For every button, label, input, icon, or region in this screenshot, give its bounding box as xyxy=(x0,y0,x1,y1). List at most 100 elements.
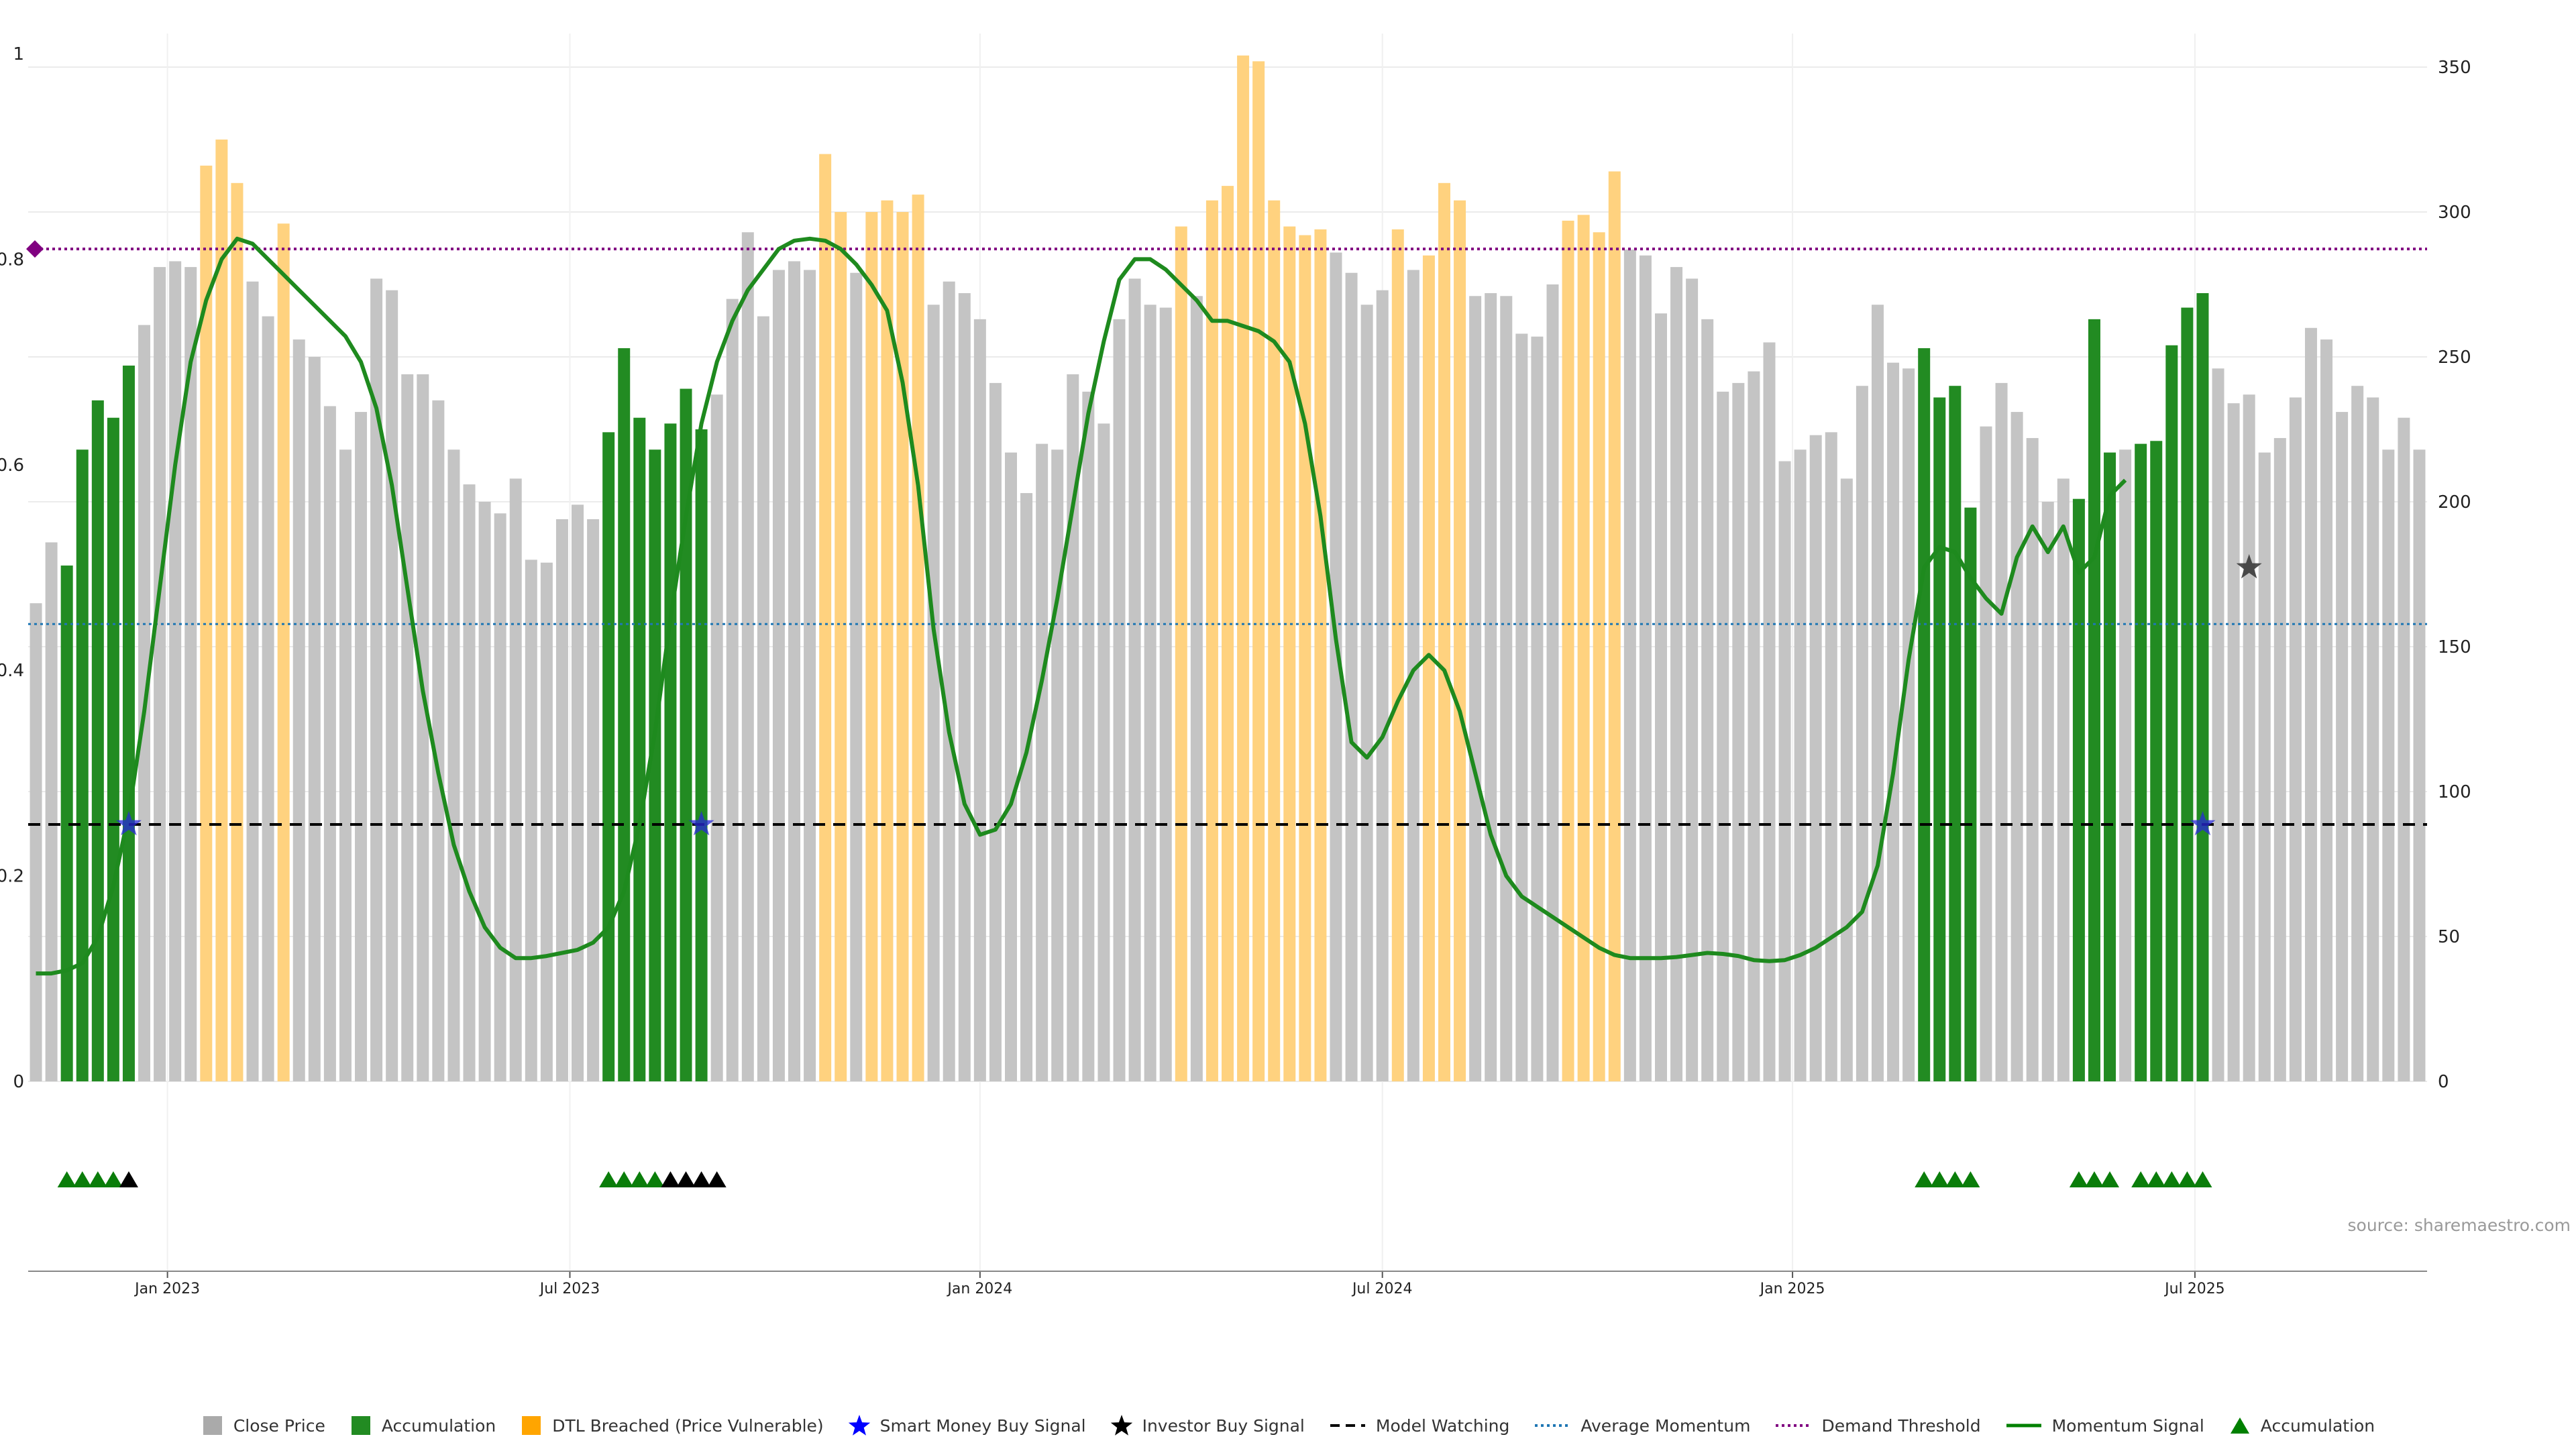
price-bar xyxy=(1438,182,1450,1081)
legend-label: Average Momentum xyxy=(1580,1415,1751,1436)
price-bar xyxy=(91,400,104,1081)
left-tick-label: 0.4 xyxy=(0,661,24,681)
legend-star-icon xyxy=(848,1415,870,1436)
price-bar xyxy=(1237,55,1250,1082)
x-tick-label: Jan 2023 xyxy=(133,1281,200,1297)
legend-triangle xyxy=(2230,1417,2249,1434)
legend-star-icon xyxy=(1110,1415,1132,1436)
price-bar xyxy=(2227,403,2240,1081)
price-bar xyxy=(323,406,336,1081)
price-bar xyxy=(494,513,506,1081)
price-bar xyxy=(1113,319,1126,1082)
price-bar xyxy=(308,357,321,1081)
accumulation-triangle xyxy=(645,1171,665,1187)
price-bar xyxy=(572,504,584,1081)
price-bar xyxy=(2196,292,2209,1082)
price-bar xyxy=(1809,435,1822,1081)
legend-star xyxy=(1110,1415,1132,1436)
legend-triangle-icon xyxy=(2230,1417,2249,1434)
smart-money-buy-star xyxy=(115,811,142,836)
price-bar xyxy=(1717,391,1729,1081)
legend-label: Accumulation xyxy=(381,1415,496,1436)
accumulation-triangle xyxy=(1930,1171,1949,1187)
price-bar xyxy=(107,417,119,1081)
price-bar xyxy=(1097,423,1110,1081)
right-tick-label: 250 xyxy=(2438,347,2471,368)
price-bar xyxy=(2150,441,2163,1081)
legend-label: Momentum Signal xyxy=(2051,1415,2204,1436)
signal-markers xyxy=(26,240,2262,836)
accumulation-triangle xyxy=(614,1171,634,1187)
price-bar xyxy=(2382,449,2395,1081)
price-bar xyxy=(246,281,259,1082)
price-bar xyxy=(1732,382,1745,1081)
legend-label: Model Watching xyxy=(1375,1415,1510,1436)
price-bar xyxy=(1840,478,1853,1081)
price-bar xyxy=(1763,342,1776,1081)
price-bar xyxy=(169,261,182,1082)
left-tick-label: 0.2 xyxy=(0,867,24,887)
price-bar xyxy=(1562,220,1574,1082)
price-bar xyxy=(2351,386,2364,1082)
x-tick-label: Jul 2025 xyxy=(2163,1281,2225,1297)
accumulation-triangle xyxy=(630,1171,649,1187)
legend-star xyxy=(848,1415,870,1436)
accumulation-triangle xyxy=(2162,1171,2182,1187)
price-bar xyxy=(804,270,816,1081)
price-bar xyxy=(509,478,522,1081)
left-tick-label: 0.8 xyxy=(0,250,24,270)
legend-item: Accumulation xyxy=(350,1414,496,1437)
legend-item: Model Watching xyxy=(1329,1414,1510,1437)
accumulation-triangle xyxy=(2084,1171,2104,1187)
accumulation-triangle xyxy=(72,1171,92,1187)
price-bar xyxy=(386,290,398,1081)
price-bar xyxy=(1222,186,1234,1081)
accumulation-triangle xyxy=(2100,1171,2120,1187)
price-bar xyxy=(76,449,89,1081)
price-bar xyxy=(1082,391,1095,1081)
price-bar xyxy=(850,272,863,1082)
price-bar xyxy=(2398,417,2410,1081)
legend-square-icon xyxy=(203,1416,222,1435)
left-tick-label: 0.6 xyxy=(0,455,24,476)
price-bar xyxy=(1515,333,1528,1082)
price-bar xyxy=(154,267,166,1082)
legend-square-icon xyxy=(351,1416,370,1435)
legend-label: Accumulation xyxy=(2260,1415,2375,1436)
price-bar xyxy=(2413,449,2426,1081)
accumulation-triangle xyxy=(2147,1171,2166,1187)
price-bar xyxy=(788,261,801,1082)
legend-swatch xyxy=(203,1416,222,1435)
price-bar xyxy=(2165,345,2178,1081)
price-bar xyxy=(1330,252,1342,1082)
price-bar xyxy=(1995,382,2008,1081)
price-bar xyxy=(262,316,274,1081)
x-tick-label: Jul 2024 xyxy=(1351,1281,1413,1297)
reference-lines xyxy=(28,248,2427,826)
price-bar xyxy=(1654,313,1667,1082)
legend-label: Smart Money Buy Signal xyxy=(879,1415,1086,1436)
price-bar xyxy=(231,182,244,1081)
price-bar xyxy=(478,502,491,1081)
right-tick-label: 0 xyxy=(2438,1072,2449,1092)
accumulation-triangle xyxy=(1961,1171,1980,1187)
price-bar xyxy=(122,365,135,1082)
price-bar xyxy=(1345,272,1358,1082)
right-tick-label: 100 xyxy=(2438,782,2471,802)
price-bar xyxy=(1128,278,1141,1081)
price-bar xyxy=(339,449,352,1081)
price-bar xyxy=(1748,371,1760,1081)
legend-dotted-icon xyxy=(1535,1424,1570,1427)
price-bar xyxy=(417,374,429,1082)
price-bar xyxy=(587,519,600,1081)
price-bar xyxy=(45,542,58,1081)
price-bar xyxy=(726,299,739,1082)
price-bar xyxy=(2258,452,2271,1081)
price-bar xyxy=(1005,452,1018,1081)
price-bar xyxy=(525,559,537,1081)
accumulation-triangle xyxy=(2193,1171,2212,1187)
price-bar xyxy=(664,423,677,1081)
price-bar xyxy=(2367,397,2379,1081)
axes: 0 50 100 150 200 250 300 350 0 0.2 0.4 0.6 0.8 1 Jan 2… xyxy=(0,44,2471,1297)
price-bar xyxy=(1608,171,1621,1081)
